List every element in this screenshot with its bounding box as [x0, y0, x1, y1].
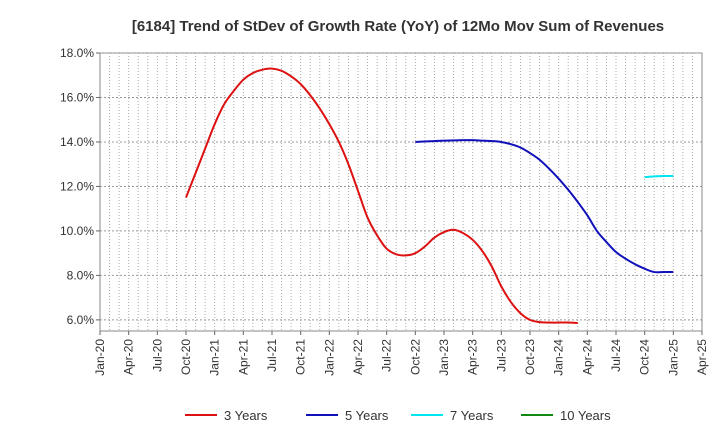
x-tick-label: Oct-23 — [523, 339, 537, 375]
plot-area — [99, 52, 703, 332]
x-tick-label: Apr-23 — [466, 339, 480, 375]
x-tick-label: Apr-20 — [122, 339, 136, 375]
x-tick-label: Jul-20 — [150, 339, 164, 372]
legend-label-10-years: 10 Years — [560, 408, 611, 423]
y-tick-label: 18.0% — [60, 46, 94, 60]
x-tick-label: Oct-24 — [638, 339, 652, 375]
x-tick-label: Jan-23 — [437, 339, 451, 376]
x-tick-label: Oct-22 — [408, 339, 422, 375]
y-tick-label: 8.0% — [67, 268, 95, 282]
y-tick-label: 12.0% — [60, 179, 94, 193]
x-tick-label: Jul-24 — [609, 339, 623, 372]
legend-label-5-years: 5 Years — [345, 408, 389, 423]
legend-label-3-years: 3 Years — [224, 408, 268, 423]
x-tick-label: Jan-21 — [208, 339, 222, 376]
x-tick-label: Jul-22 — [380, 339, 394, 372]
y-tick-label: 14.0% — [60, 135, 94, 149]
y-tick-label: 10.0% — [60, 224, 94, 238]
x-tick-label: Apr-25 — [695, 339, 709, 375]
x-tick-label: Jul-23 — [494, 339, 508, 372]
x-tick-label: Jan-24 — [552, 339, 566, 376]
y-tick-label: 6.0% — [67, 313, 95, 327]
x-tick-label: Apr-22 — [351, 339, 365, 375]
legend-label-7-years: 7 Years — [450, 408, 494, 423]
y-axis: 6.0% 8.0% 10.0% 12.0% 14.0% 16.0% 18.0% — [60, 46, 100, 327]
series-line-5-years — [415, 139, 674, 274]
x-tick-label: Apr-21 — [236, 339, 250, 375]
series-lines — [185, 67, 674, 324]
x-tick-label: Jan-22 — [322, 339, 336, 376]
x-axis: Jan-20 Apr-20 Jul-20 Oct-20 Jan-21 Apr-21 Jul-… — [93, 331, 709, 376]
series-line-7-years — [644, 174, 674, 179]
x-tick-label: Oct-21 — [294, 339, 308, 375]
x-tick-label: Jan-20 — [93, 339, 107, 376]
x-tick-label: Oct-20 — [179, 339, 193, 375]
legend: 3 Years 5 Years 7 Years 10 Years — [185, 408, 611, 423]
y-tick-label: 16.0% — [60, 90, 94, 104]
x-tick-label: Jul-21 — [265, 339, 279, 372]
x-tick-label: Jan-25 — [666, 339, 680, 376]
x-tick-label: Apr-24 — [580, 339, 594, 375]
chart-title: [6184] Trend of StDev of Growth Rate (Yo… — [132, 18, 664, 35]
series-line-3-years — [185, 67, 578, 324]
